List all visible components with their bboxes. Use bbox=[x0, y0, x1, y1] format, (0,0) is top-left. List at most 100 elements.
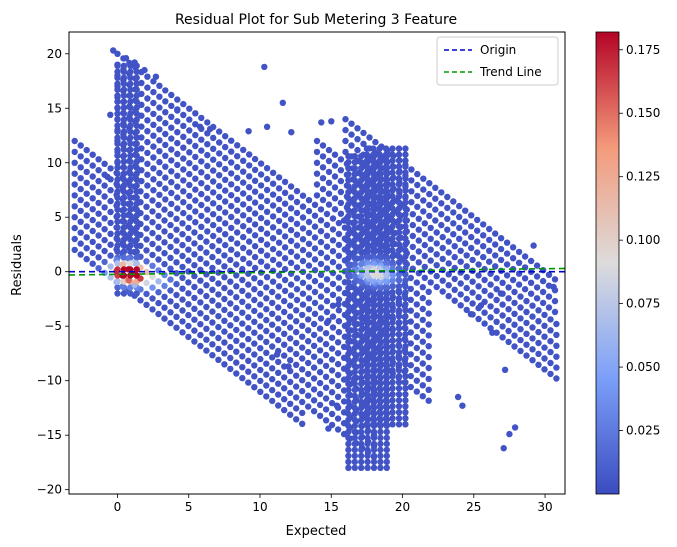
data-point bbox=[310, 375, 318, 382]
data-point bbox=[319, 196, 327, 204]
data-point bbox=[481, 309, 488, 316]
data-point bbox=[345, 380, 352, 388]
data-point bbox=[203, 347, 210, 354]
data-point bbox=[323, 287, 331, 294]
data-point bbox=[114, 176, 121, 183]
data-point bbox=[246, 260, 253, 267]
data-point bbox=[328, 378, 336, 385]
data-point bbox=[228, 192, 235, 199]
data-point bbox=[221, 339, 228, 346]
data-point bbox=[305, 348, 312, 356]
data-point bbox=[209, 341, 216, 348]
data-point bbox=[358, 201, 365, 208]
data-point bbox=[83, 201, 90, 208]
data-point bbox=[281, 233, 289, 240]
data-point bbox=[351, 416, 358, 424]
data-point bbox=[413, 366, 420, 373]
data-point bbox=[515, 259, 523, 266]
data-point bbox=[120, 272, 128, 279]
data-point bbox=[263, 338, 270, 346]
data-point bbox=[545, 304, 553, 311]
data-point bbox=[275, 293, 282, 300]
data-point bbox=[370, 181, 377, 188]
data-point bbox=[389, 325, 396, 332]
colorbar-tick-label: 0.025 bbox=[626, 424, 660, 438]
data-point bbox=[529, 302, 536, 309]
data-point bbox=[345, 195, 352, 202]
data-point bbox=[376, 403, 383, 410]
data-point bbox=[197, 342, 204, 350]
data-point bbox=[227, 365, 234, 373]
data-point bbox=[389, 403, 396, 410]
data-point bbox=[167, 211, 174, 218]
data-point bbox=[395, 193, 403, 200]
data-point bbox=[173, 291, 180, 299]
data-point bbox=[402, 391, 409, 398]
data-point bbox=[351, 410, 358, 418]
data-point bbox=[305, 403, 312, 410]
data-point bbox=[269, 235, 277, 242]
data-point bbox=[305, 240, 313, 247]
data-point bbox=[370, 458, 378, 466]
data-point bbox=[475, 261, 482, 268]
data-point bbox=[156, 115, 163, 122]
data-point bbox=[245, 128, 252, 135]
data-point bbox=[469, 278, 476, 285]
data-point bbox=[245, 314, 252, 321]
data-point bbox=[251, 340, 258, 347]
data-point bbox=[186, 138, 193, 145]
data-point bbox=[185, 301, 192, 308]
data-point bbox=[358, 171, 365, 178]
data-point bbox=[180, 100, 187, 108]
data-point bbox=[402, 229, 409, 236]
data-point bbox=[127, 170, 134, 177]
data-point bbox=[439, 288, 446, 295]
data-point bbox=[144, 149, 151, 157]
data-point bbox=[383, 434, 390, 442]
data-point bbox=[275, 185, 283, 192]
data-point bbox=[152, 73, 160, 80]
data-point bbox=[376, 199, 383, 206]
data-point bbox=[425, 386, 432, 393]
data-point bbox=[114, 248, 121, 255]
data-point bbox=[351, 368, 358, 376]
data-point bbox=[156, 158, 163, 166]
data-point bbox=[240, 179, 247, 186]
data-point bbox=[251, 177, 259, 184]
data-point bbox=[101, 182, 108, 189]
data-point bbox=[197, 331, 204, 339]
data-point bbox=[107, 187, 114, 194]
data-point bbox=[192, 142, 199, 150]
data-point bbox=[370, 440, 378, 448]
data-point bbox=[138, 156, 145, 163]
data-point bbox=[345, 201, 352, 208]
data-point bbox=[261, 63, 268, 71]
data-point bbox=[389, 331, 396, 338]
data-point bbox=[345, 410, 352, 418]
data-point bbox=[245, 303, 252, 310]
data-point bbox=[77, 218, 84, 225]
data-point bbox=[120, 206, 128, 213]
data-point bbox=[216, 226, 223, 233]
data-point bbox=[444, 193, 451, 201]
data-point bbox=[383, 464, 390, 471]
data-point bbox=[293, 220, 301, 227]
data-point bbox=[273, 351, 281, 358]
data-point bbox=[227, 343, 234, 351]
data-point bbox=[191, 262, 198, 269]
data-point bbox=[120, 68, 128, 76]
data-point bbox=[71, 181, 78, 188]
data-point bbox=[395, 343, 403, 350]
data-point bbox=[119, 261, 126, 268]
data-point bbox=[251, 296, 258, 304]
data-point bbox=[334, 382, 342, 390]
data-point bbox=[281, 287, 289, 295]
data-point bbox=[358, 344, 365, 352]
data-point bbox=[222, 154, 229, 162]
data-point bbox=[395, 319, 403, 326]
data-point bbox=[206, 125, 214, 133]
data-point bbox=[150, 132, 157, 139]
data-point bbox=[216, 172, 223, 179]
data-point bbox=[337, 199, 345, 207]
data-point bbox=[319, 142, 327, 149]
